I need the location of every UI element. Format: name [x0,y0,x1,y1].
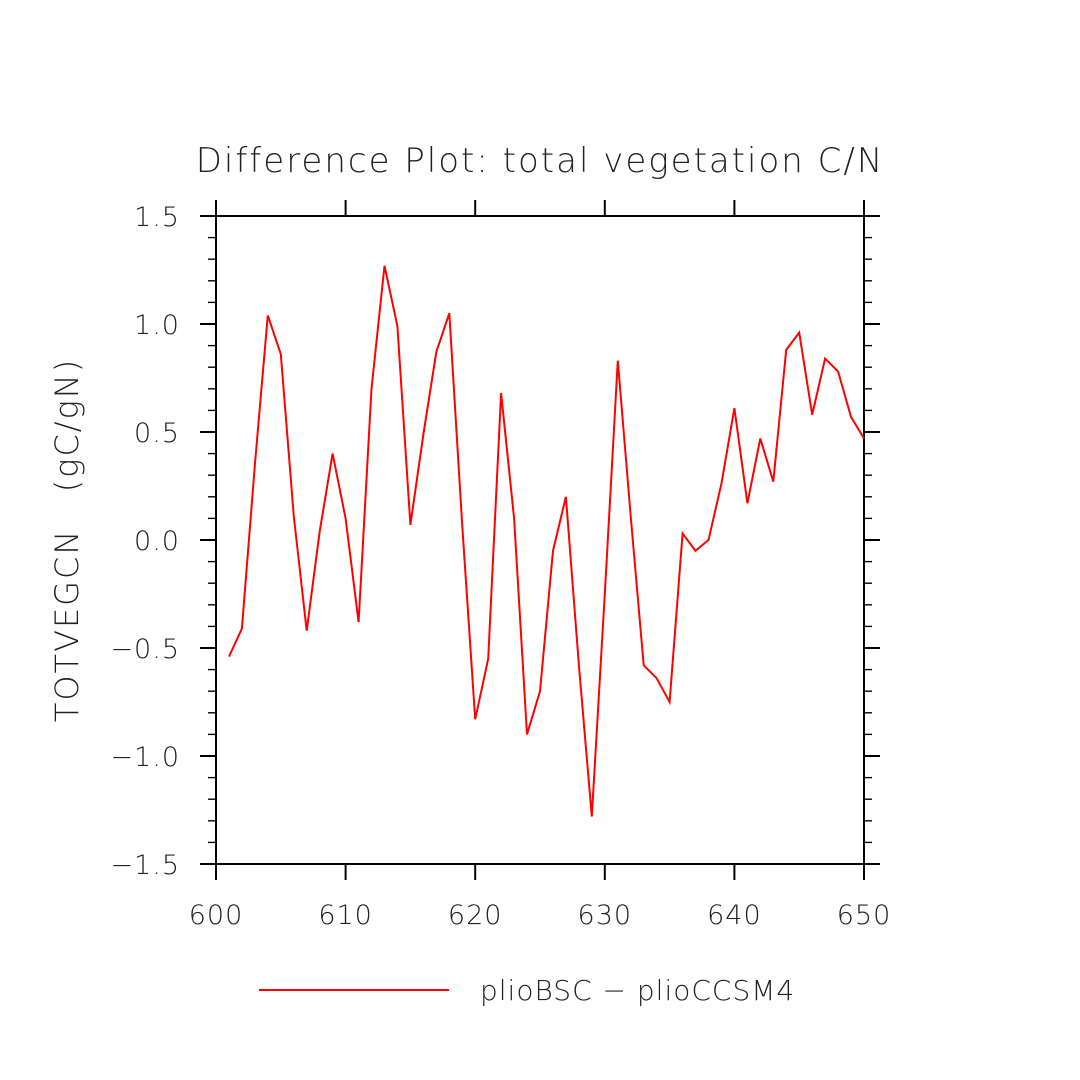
y-tick-label: 1.5 [134,202,180,233]
y-tick-label: 1.0 [134,310,180,341]
chart-title: Difference Plot: total vegetation C/N [196,141,885,181]
x-tick-label: 620 [448,900,503,931]
legend: plioBSC − plioCCSM4 [259,974,795,1007]
y-tick-label: 0.0 [134,526,180,557]
axis-tick-labels: 600 610 620 630 640 650 −1.5 −1.0 −0.5 0.0 0.5 1.0 1… [110,202,892,931]
y-axis-label: TOTVEGCN (gC/gN) [48,358,86,722]
y-tick-label: 0.5 [134,418,180,449]
axis-ticks [200,200,880,880]
series-group [228,265,865,817]
y-tick-label: −0.5 [110,634,180,665]
x-tick-label: 650 [837,900,892,931]
x-tick-label: 600 [189,900,244,931]
x-tick-label: 630 [578,900,633,931]
series-line [228,265,865,817]
x-tick-label: 640 [707,900,762,931]
plot-frame [215,215,865,865]
legend-entry-label: plioBSC − plioCCSM4 [480,974,795,1007]
x-tick-label: 610 [318,900,373,931]
y-tick-label: −1.0 [110,742,180,773]
y-tick-label: −1.5 [110,850,180,881]
